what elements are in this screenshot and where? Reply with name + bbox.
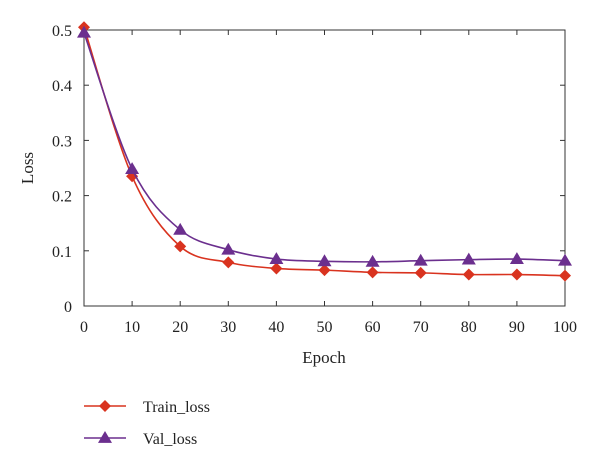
- x-tick-label: 80: [461, 319, 477, 336]
- x-tick-label: 90: [509, 319, 525, 336]
- val-loss-point: [317, 254, 332, 267]
- train-loss-point: [222, 256, 235, 269]
- legend-train-loss-label: Train_loss: [143, 399, 210, 416]
- train-loss-line: [83, 26, 566, 277]
- x-tick-label: 10: [124, 319, 140, 336]
- x-tick-label: 100: [553, 319, 577, 336]
- train-loss-point: [414, 266, 427, 279]
- y-axis-label: Loss: [18, 152, 37, 184]
- train-loss-point: [318, 264, 331, 277]
- x-tick-label: 30: [220, 319, 236, 336]
- legend-train-loss-marker: [99, 400, 111, 412]
- val-loss-line: [83, 32, 566, 263]
- x-axis: 0 10 20 30 40 50 60 70 80 90 100: [80, 30, 577, 336]
- val-loss-point: [413, 253, 428, 266]
- val-loss-point: [221, 242, 236, 255]
- y-tick-label: 0.2: [52, 189, 72, 206]
- y-tick-label: 0: [64, 299, 72, 316]
- train-loss-point: [366, 266, 379, 279]
- val-loss-point: [365, 254, 380, 267]
- x-tick-label: 0: [80, 319, 88, 336]
- y-tick-label: 0.3: [52, 133, 72, 150]
- legend-val-loss-marker: [98, 431, 112, 443]
- val-loss-point: [173, 222, 188, 235]
- x-tick-label: 50: [317, 319, 333, 336]
- legend: Train_loss Val_loss: [84, 399, 210, 448]
- legend-val-loss-label: Val_loss: [143, 431, 197, 448]
- val-loss-point: [269, 252, 284, 264]
- train-loss-point: [174, 240, 187, 253]
- val-loss-point: [461, 252, 476, 265]
- series-layer: [77, 21, 572, 282]
- val-loss-point: [77, 25, 91, 38]
- train-loss-point: [462, 268, 475, 281]
- val-loss-point: [509, 252, 524, 264]
- x-tick-label: 20: [172, 319, 188, 336]
- val-loss-point: [125, 162, 140, 175]
- train-loss-point: [559, 269, 571, 282]
- train-loss-point: [270, 262, 283, 275]
- y-tick-label: 0.1: [52, 244, 72, 261]
- x-tick-label: 40: [268, 319, 284, 336]
- y-tick-label: 0.5: [52, 23, 72, 40]
- x-axis-label: Epoch: [302, 348, 346, 367]
- x-tick-label: 70: [413, 319, 429, 336]
- val-loss-point: [558, 253, 572, 266]
- train-loss-point: [510, 268, 523, 281]
- y-tick-label: 0.4: [52, 78, 72, 95]
- x-tick-label: 60: [365, 319, 381, 336]
- y-axis: 0 0.1 0.2 0.3 0.4 0.5: [52, 23, 565, 316]
